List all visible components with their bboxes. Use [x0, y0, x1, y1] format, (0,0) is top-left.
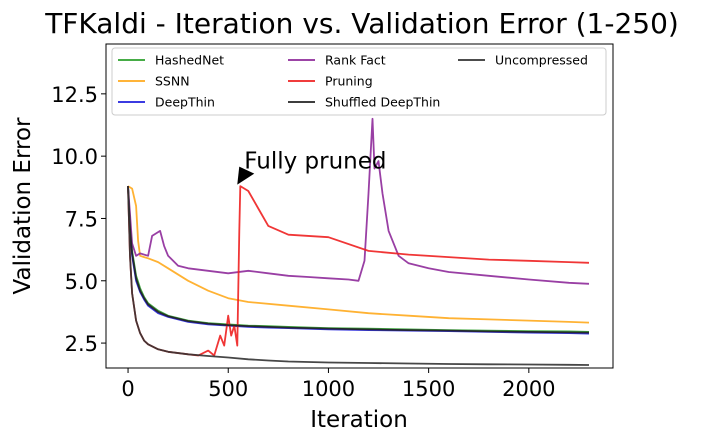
y-tick-label: 10.0: [51, 145, 98, 169]
annotation-arrow: [237, 166, 255, 185]
x-axis-label: Iteration: [310, 407, 408, 433]
legend-label-shuffled-deepthin: Shuffled DeepThin: [325, 95, 440, 110]
y-tick-label: 5.0: [65, 270, 98, 294]
x-axis: 0 500 1000 1500 2000: [121, 368, 556, 401]
annotation-group: Fully pruned: [237, 149, 386, 185]
x-tick-label: 0: [121, 377, 134, 401]
y-tick-label: 2.5: [65, 332, 98, 356]
legend-label-deepthin: DeepThin: [155, 95, 215, 110]
y-tick-label: 12.5: [51, 83, 98, 107]
legend-label-ssnn: SSNN: [155, 74, 190, 89]
legend-label-hashednet: HashedNet: [155, 53, 224, 68]
x-tick-label: 2000: [502, 377, 555, 401]
x-tick-label: 500: [208, 377, 248, 401]
series-line-rank-fact: [127, 117, 590, 285]
y-axis-label: Validation Error: [10, 117, 36, 294]
legend-box: [111, 47, 607, 116]
annotation-label: Fully pruned: [244, 149, 386, 175]
series-line-shuffled-deepthin: [127, 186, 590, 334]
series-line-uncompressed: [127, 186, 590, 366]
legend-label-rank-fact: Rank Fact: [325, 53, 386, 68]
x-tick-label: 1500: [402, 377, 455, 401]
y-axis: 2.5 5.0 7.5 10.0 12.5: [51, 83, 106, 356]
legend: HashedNet SSNN DeepThin Rank Fact Pruning Shu…: [111, 47, 607, 116]
legend-label-uncompressed: Uncompressed: [495, 53, 588, 68]
series-group: [127, 117, 590, 366]
series-line-ssnn: [127, 185, 590, 324]
x-tick-label: 1000: [302, 377, 355, 401]
chart-title: TFKaldi - Iteration vs. Validation Error…: [44, 7, 679, 40]
y-tick-label: 7.5: [65, 207, 98, 231]
legend-label-pruning: Pruning: [325, 74, 373, 89]
